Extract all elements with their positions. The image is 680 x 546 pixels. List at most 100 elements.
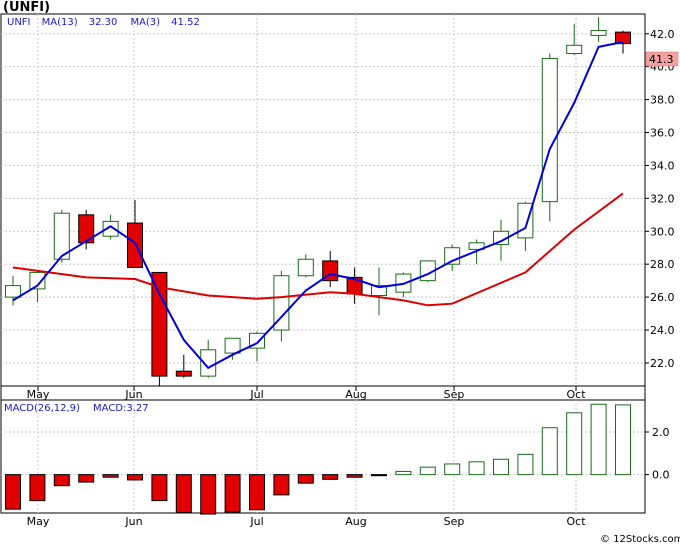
candle-up [29,270,46,303]
candle-up [371,267,387,316]
candle-down [615,30,631,54]
macd-legend: MACD(26,12,9) MACD:3.27 [4,396,149,415]
macd-bar-negative [322,474,339,480]
macd-bar-negative [249,474,265,511]
price-x-axis: May Jun Jul Aug Sep Oct [27,386,586,401]
macd-month-label: May [27,515,50,528]
macd-month-label: Oct [566,515,586,528]
macd-tick-label: 0.0 [652,469,670,482]
price-tick-label: 36.0 [650,127,675,140]
price-gridlines [1,14,645,386]
ma13-line [12,192,624,307]
price-tick-label: 34.0 [650,159,675,172]
macd-bar-positive [517,453,534,476]
macd-bar-negative [151,474,168,502]
ma3-line [12,41,624,370]
month-label: Jun [124,388,142,401]
macd-panel: 0.0 2.0 MACD(26,12,9) MACD:3.27 [0,396,670,515]
candle-body [297,258,314,277]
candle-up [224,337,241,360]
candle-body [590,29,607,36]
legend-ma3-label: MA(3) [130,17,160,28]
macd-bar-negative [297,474,314,484]
candle-down [78,209,95,250]
candle-body [566,44,583,55]
price-plot-frame [0,13,646,387]
price-panel: 22.024.026.028.030.032.034.036.038.040.0… [0,0,679,387]
macd-y-axis: 0.0 2.0 [645,426,670,482]
candle-down [127,200,143,268]
macd-month-label: Jun [124,515,142,528]
legend-symbol: UNFI [7,17,31,28]
macd-bar-positive [395,470,412,476]
macd-bar-negative [346,474,363,478]
candle-body [615,31,631,45]
candle-up [200,339,217,378]
candle-body [175,370,192,377]
macd-tick-label: 2.0 [652,426,670,439]
price-tick-label: 32.0 [650,192,675,205]
macd-bar-negative [29,474,46,502]
macd-plot-frame [0,399,646,514]
candle-down [151,271,168,386]
macd-bar-negative [127,474,143,481]
candle-up [541,53,558,222]
legend-ma13-value: 32.30 [89,17,118,28]
price-tick-label: 38.0 [650,94,675,107]
macd-bar-positive [541,427,558,476]
macd-value-label: MACD:3.27 [93,403,149,414]
last-price-box [645,51,679,67]
price-tick-label: 22.0 [650,357,675,370]
macd-bar-positive [615,404,631,476]
candle-body [102,220,119,237]
price-tick-label: 30.0 [650,225,675,238]
price-y-axis: 22.024.026.028.030.032.034.036.038.040.0… [645,28,675,370]
candle-up [493,219,509,261]
macd-bar-negative [102,474,119,478]
macd-bar-negative [78,474,95,483]
month-label: Oct [566,388,586,401]
macd-bar-positive [419,466,436,476]
macd-x-axis: May Jun Jul Aug Sep Oct [27,515,587,528]
macd-bar-positive [590,403,607,476]
candle-down [175,354,192,378]
macd-bar-negative [53,474,70,487]
chart-title: (UNFI) [3,0,50,15]
macd-bar-negative [200,474,217,515]
candle-body [371,285,387,296]
candle-body [151,271,168,377]
macd-histogram [5,403,631,515]
month-label: Aug [345,388,366,401]
candle-body [5,285,21,298]
panel-divider [0,385,646,401]
macd-bar-negative [273,474,290,496]
candle-up [566,23,583,56]
price-tick-label: 28.0 [650,258,675,271]
price-tick-label: 24.0 [650,324,675,337]
macd-bar-positive [566,412,583,476]
candle-body [468,242,485,250]
macd-bar-negative [224,474,241,513]
month-label: Jul [249,388,263,401]
footer-credit: © 12Stocks.com [600,534,680,545]
legend-ma13-label: MA(13) [42,17,78,28]
candle-body [29,271,46,290]
month-label: May [27,388,50,401]
candle-body [78,214,95,244]
candle-up [53,209,70,263]
legend-ma3-value: 41.52 [171,17,200,28]
candle-body [127,222,143,268]
candle-up [273,270,290,342]
candle-up [5,275,21,306]
macd-bar-negative [5,474,21,510]
candle-body [541,57,558,203]
last-price-tag: 41.3 [645,51,679,67]
macd-bar-negative [175,474,192,514]
macd-bar-negative [371,474,387,477]
macd-month-label: Aug [345,515,366,528]
last-price-label: 41.3 [649,53,674,66]
price-legend: UNFI MA(13) 32.30 MA(3) 41.52 [7,10,200,29]
candle-body [53,212,70,260]
candle-up [590,17,607,42]
price-tick-label: 26.0 [650,291,675,304]
